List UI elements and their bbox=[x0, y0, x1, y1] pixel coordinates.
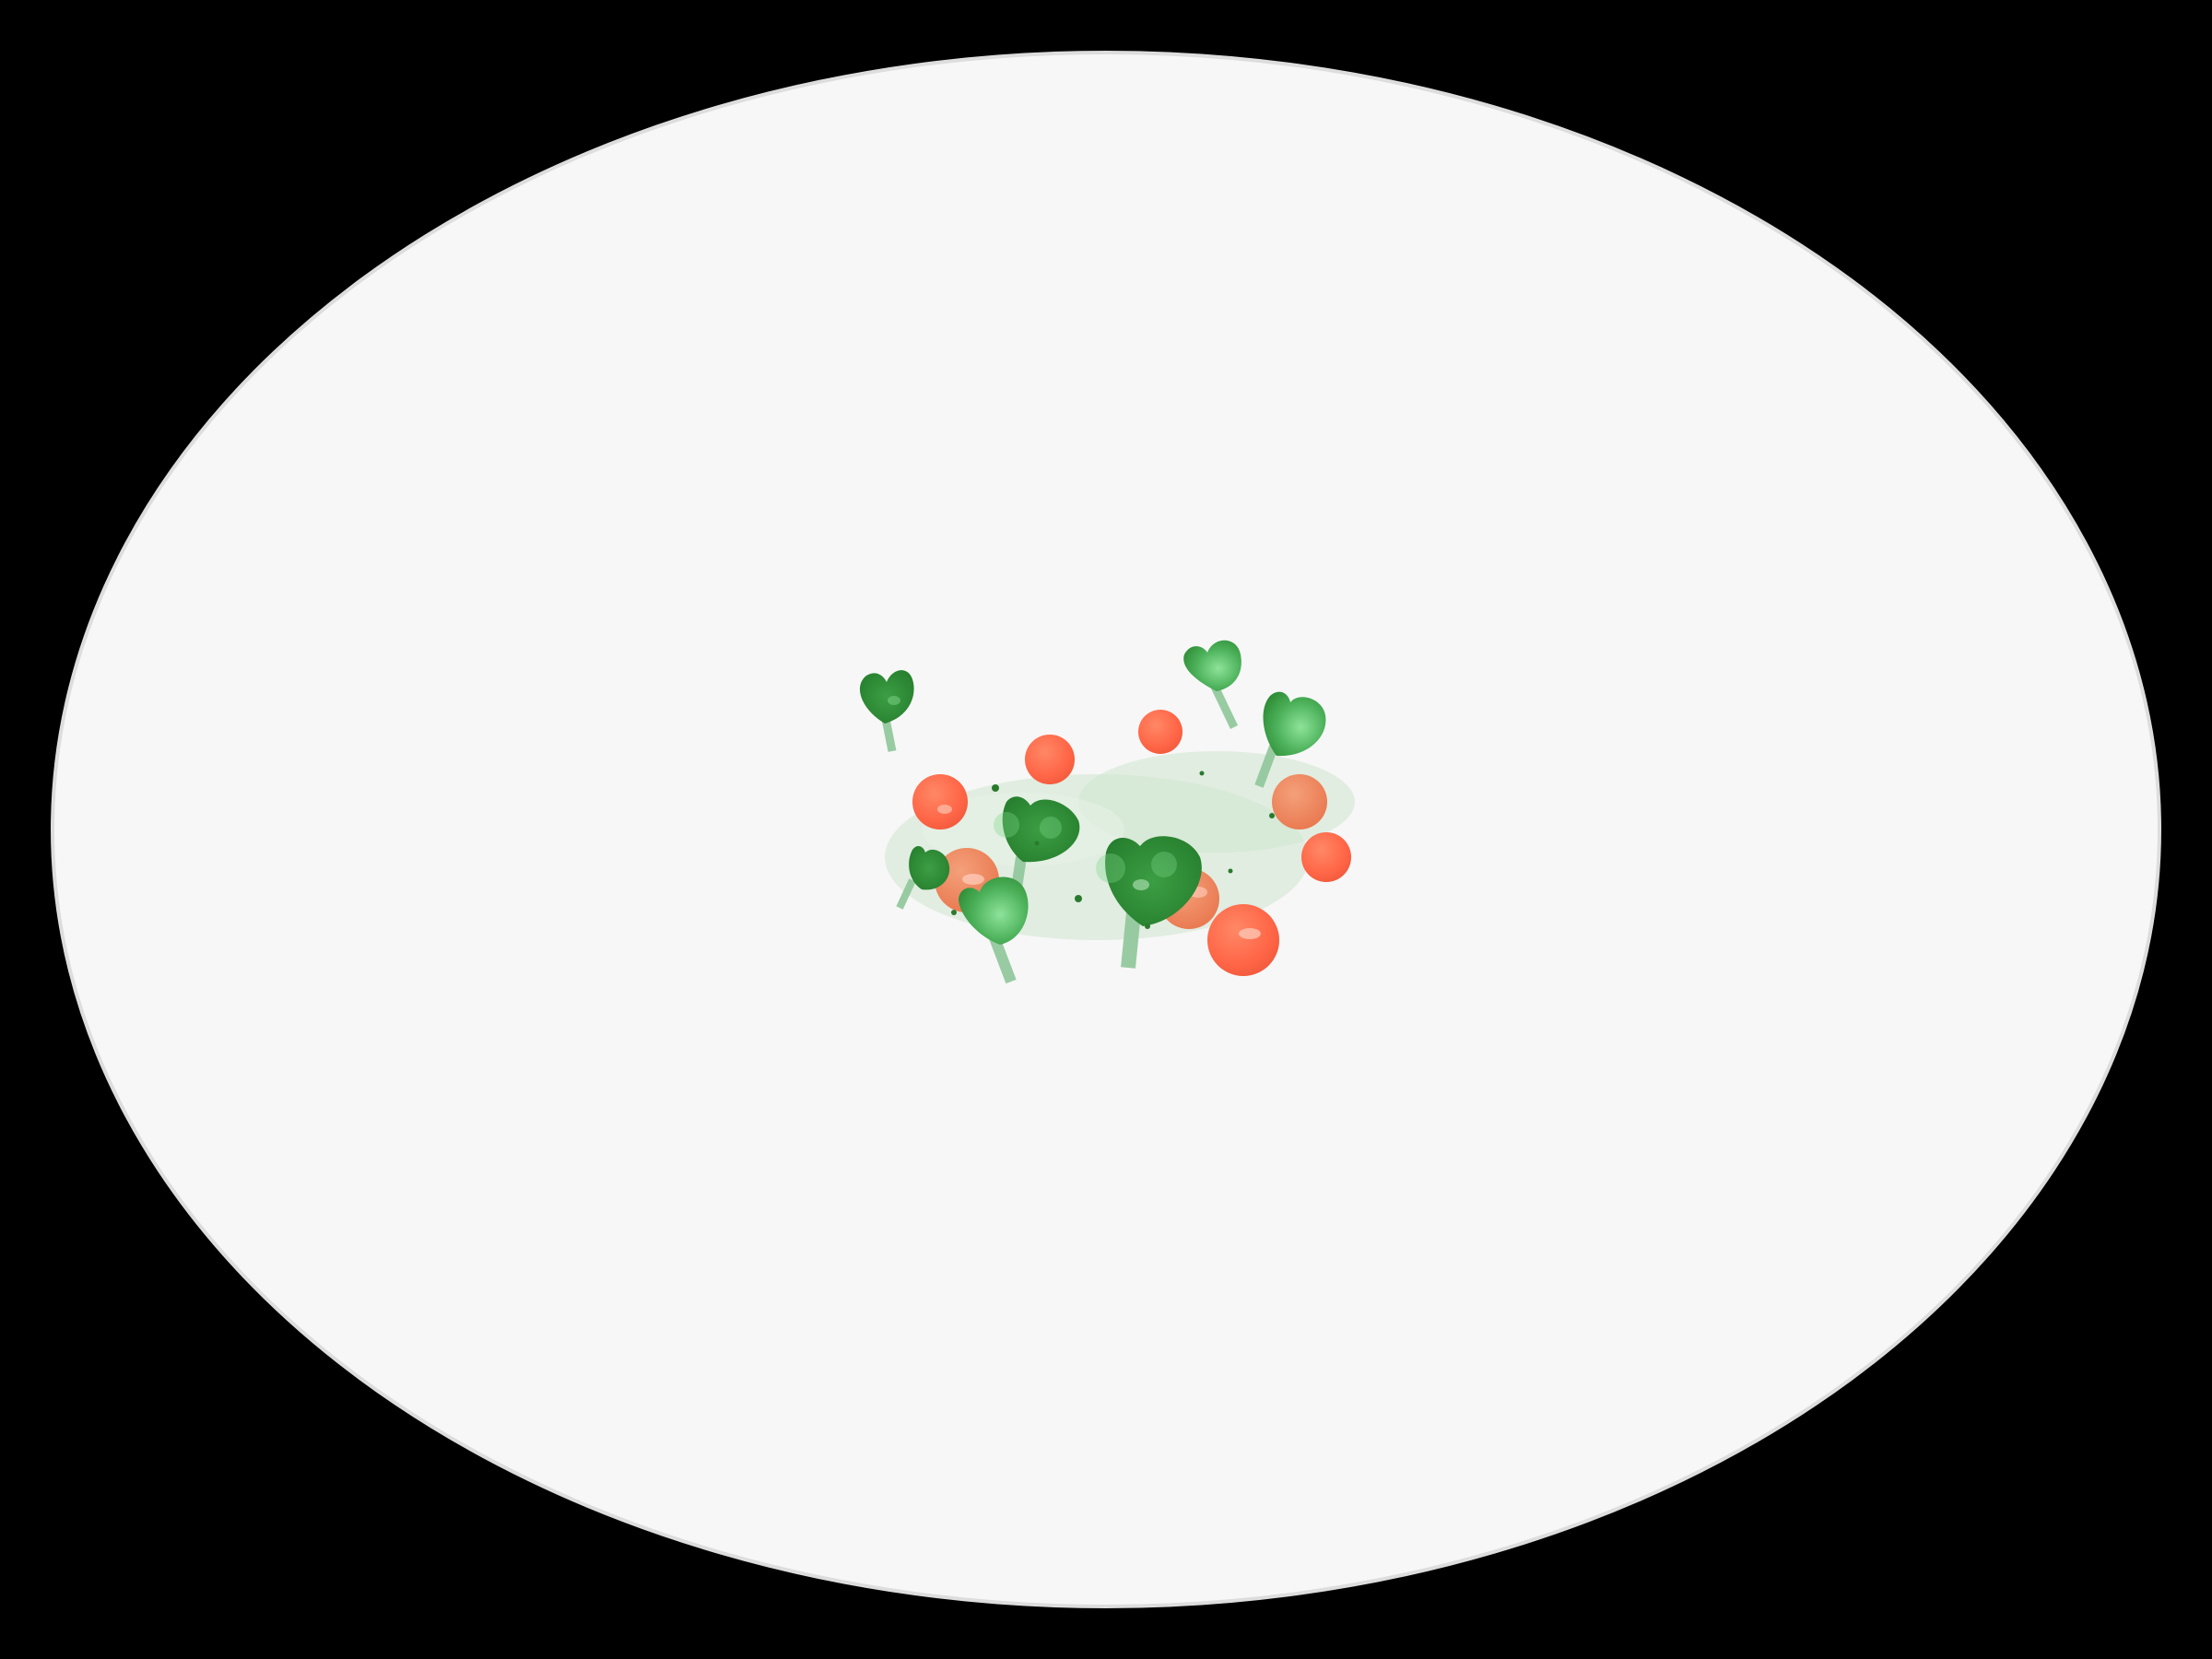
leaf bbox=[1002, 796, 1080, 863]
tomato bbox=[1272, 774, 1327, 830]
leaf bbox=[959, 877, 1029, 945]
basil-leaves bbox=[859, 640, 1326, 945]
tomato bbox=[1138, 710, 1182, 754]
tomato bbox=[1025, 735, 1075, 784]
leaf bbox=[1263, 691, 1326, 757]
tomato bbox=[1301, 832, 1351, 882]
leaf bbox=[1183, 640, 1241, 691]
herb-specks bbox=[951, 771, 1275, 929]
tomato bbox=[912, 774, 968, 830]
leaf bbox=[909, 846, 950, 890]
tomato bbox=[1207, 904, 1279, 976]
leaf bbox=[1105, 836, 1202, 926]
leaf bbox=[859, 670, 914, 724]
